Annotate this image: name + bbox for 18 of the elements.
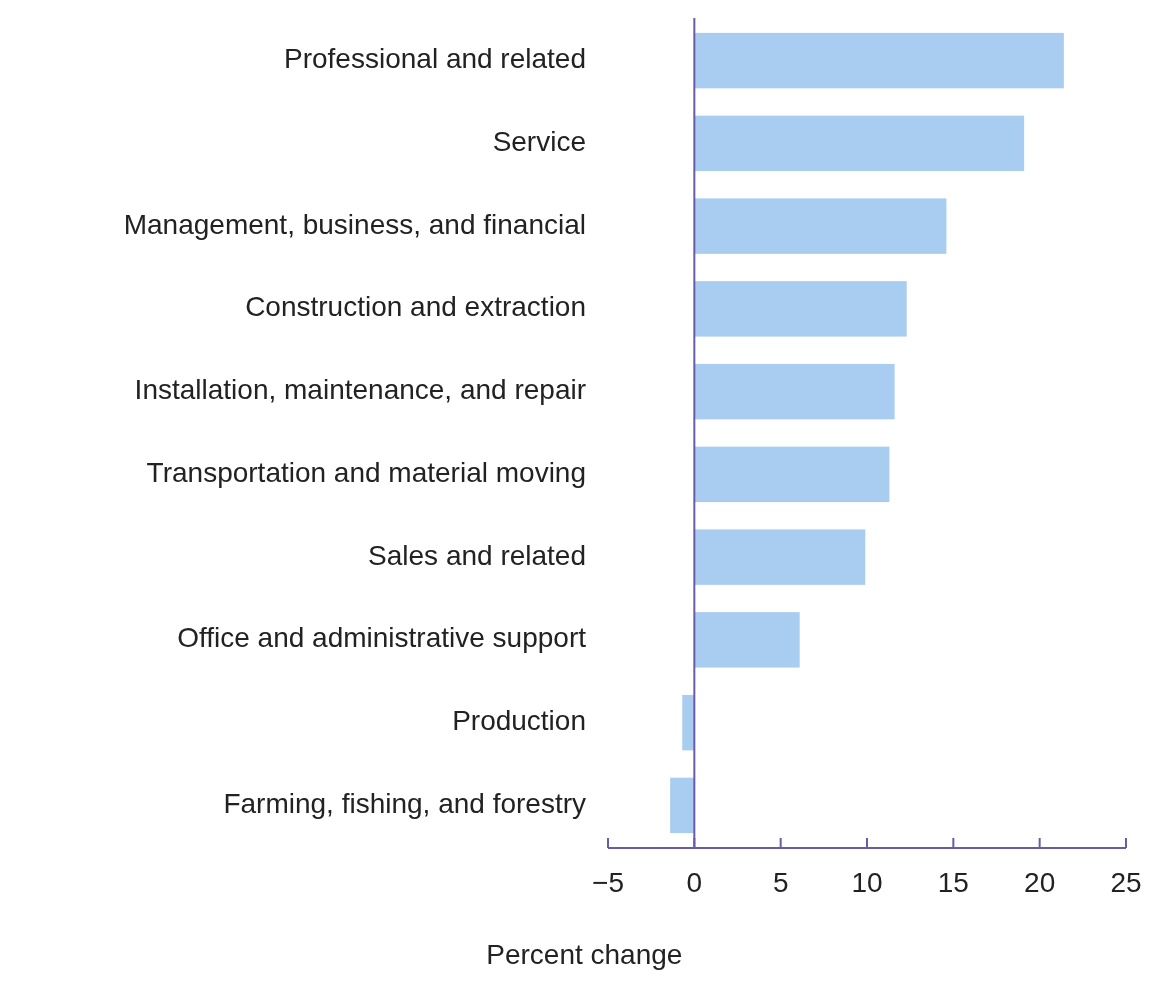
y-tick-label: Sales and related [368, 539, 586, 571]
x-tick-label: 25 [1110, 867, 1142, 898]
x-tick-label: 20 [1024, 867, 1056, 898]
x-tick-label: 15 [937, 867, 969, 898]
y-tick-label: Transportation and material moving [146, 456, 586, 488]
y-tick-label: Service [492, 125, 586, 157]
y-tick-label: Farming, fishing, and forestry [223, 787, 586, 819]
x-axis-title: Percent change [486, 939, 683, 970]
x-tick-label: 10 [851, 867, 883, 898]
y-tick-label: Production [452, 705, 586, 737]
y-tick-label: Office and administrative support [177, 622, 587, 654]
x-tick-label: 0 [686, 867, 703, 898]
y-tick-label: Construction and extraction [245, 291, 586, 323]
x-tick-label: −5 [592, 867, 624, 898]
x-tick-label: 5 [772, 867, 789, 898]
y-tick-label: Management, business, and financial [123, 208, 586, 240]
y-tick-label: Professional and related [284, 43, 586, 75]
y-tick-label: Installation, maintenance, and repair [134, 374, 586, 406]
